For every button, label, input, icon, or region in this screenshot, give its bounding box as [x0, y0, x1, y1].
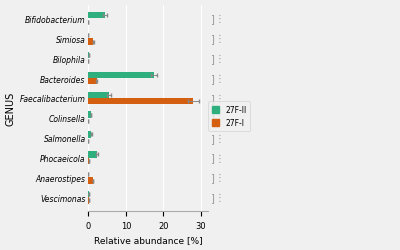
Text: ]: ]	[210, 113, 214, 123]
Text: ⋮: ⋮	[215, 173, 225, 183]
Text: ]: ]	[210, 74, 214, 84]
Bar	[88, 92, 109, 98]
Text: ⋮: ⋮	[215, 14, 225, 24]
Bar	[88, 39, 93, 46]
Text: ⋮: ⋮	[215, 153, 225, 163]
Bar	[88, 98, 194, 105]
Text: ⋮: ⋮	[215, 192, 225, 202]
X-axis label: Relative abundance [%]: Relative abundance [%]	[94, 236, 203, 244]
Bar	[88, 53, 89, 59]
Text: ⋮: ⋮	[215, 54, 225, 64]
Bar	[88, 132, 91, 138]
Text: ]: ]	[210, 54, 214, 64]
Text: ⋮: ⋮	[215, 74, 225, 84]
Y-axis label: GENUS: GENUS	[6, 91, 16, 126]
Text: ⋮: ⋮	[215, 94, 225, 104]
Text: ]: ]	[210, 34, 214, 44]
Text: ⋮: ⋮	[215, 34, 225, 44]
Text: ⋮: ⋮	[215, 113, 225, 123]
Text: ]: ]	[210, 94, 214, 104]
Text: ]: ]	[210, 14, 214, 24]
Bar	[88, 72, 154, 79]
Text: ]: ]	[210, 153, 214, 163]
Bar	[88, 178, 93, 184]
Text: ]: ]	[210, 192, 214, 202]
Bar	[88, 198, 89, 204]
Bar	[88, 112, 91, 118]
Bar	[88, 152, 97, 158]
Bar	[88, 79, 97, 85]
Text: ⋮: ⋮	[215, 133, 225, 143]
Bar	[88, 191, 89, 198]
Legend: 27F-II, 27F-I: 27F-II, 27F-I	[208, 102, 250, 131]
Bar	[88, 158, 89, 164]
Text: ]: ]	[210, 133, 214, 143]
Bar	[88, 13, 105, 20]
Text: ]: ]	[210, 173, 214, 183]
